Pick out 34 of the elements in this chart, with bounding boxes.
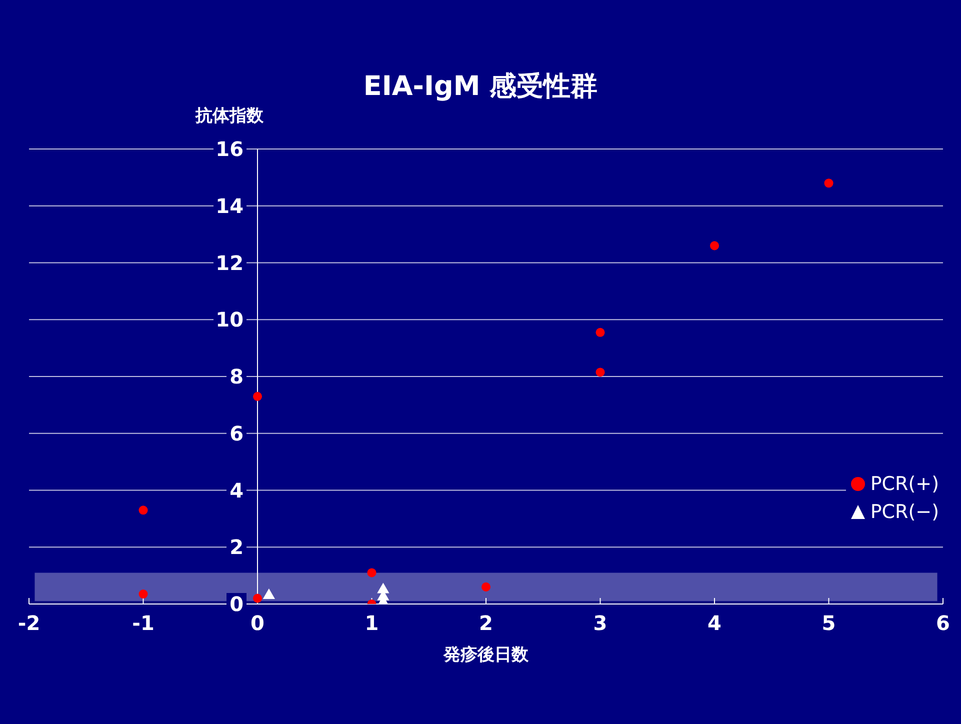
point — [824, 178, 834, 188]
y-tick-label: 2 — [230, 535, 244, 560]
y-tick-label: 8 — [230, 364, 244, 388]
point — [138, 506, 148, 515]
x-tick-label: 2 — [479, 611, 493, 636]
y-tick-label: 0 — [230, 592, 244, 616]
x-tick-label: 0 — [250, 611, 264, 636]
point — [481, 582, 491, 592]
y-tick-label: 6 — [230, 421, 244, 446]
x-tick-label: 5 — [822, 611, 836, 636]
point — [596, 368, 605, 377]
x-axis-title: 発疹後日数 — [442, 645, 530, 665]
x-tick-label: 6 — [936, 611, 950, 636]
point — [138, 590, 148, 599]
x-tick-label: -2 — [18, 611, 40, 636]
x-tick-label: 3 — [593, 611, 608, 636]
point — [252, 392, 262, 401]
x-tick-label: 4 — [708, 611, 722, 636]
y-tick-label: 4 — [230, 478, 244, 502]
y-axis-title: 抗体指数 — [196, 105, 264, 127]
y-tick-label: 16 — [216, 137, 244, 161]
y-tick-label: 10 — [216, 308, 244, 332]
legend-label: PCR(+) — [870, 472, 939, 497]
x-tick-label: 1 — [364, 611, 379, 636]
x-tick-label: -1 — [132, 611, 154, 636]
y-tick-label: 14 — [216, 194, 244, 218]
chart-title: EIA-IgM 感受性群 — [362, 70, 599, 104]
point — [596, 328, 605, 337]
point — [710, 241, 720, 250]
point — [367, 568, 376, 578]
y-tick-label: 12 — [216, 250, 244, 275]
point — [262, 588, 276, 599]
point — [252, 594, 262, 603]
legend-label: PCR(−) — [870, 500, 939, 525]
